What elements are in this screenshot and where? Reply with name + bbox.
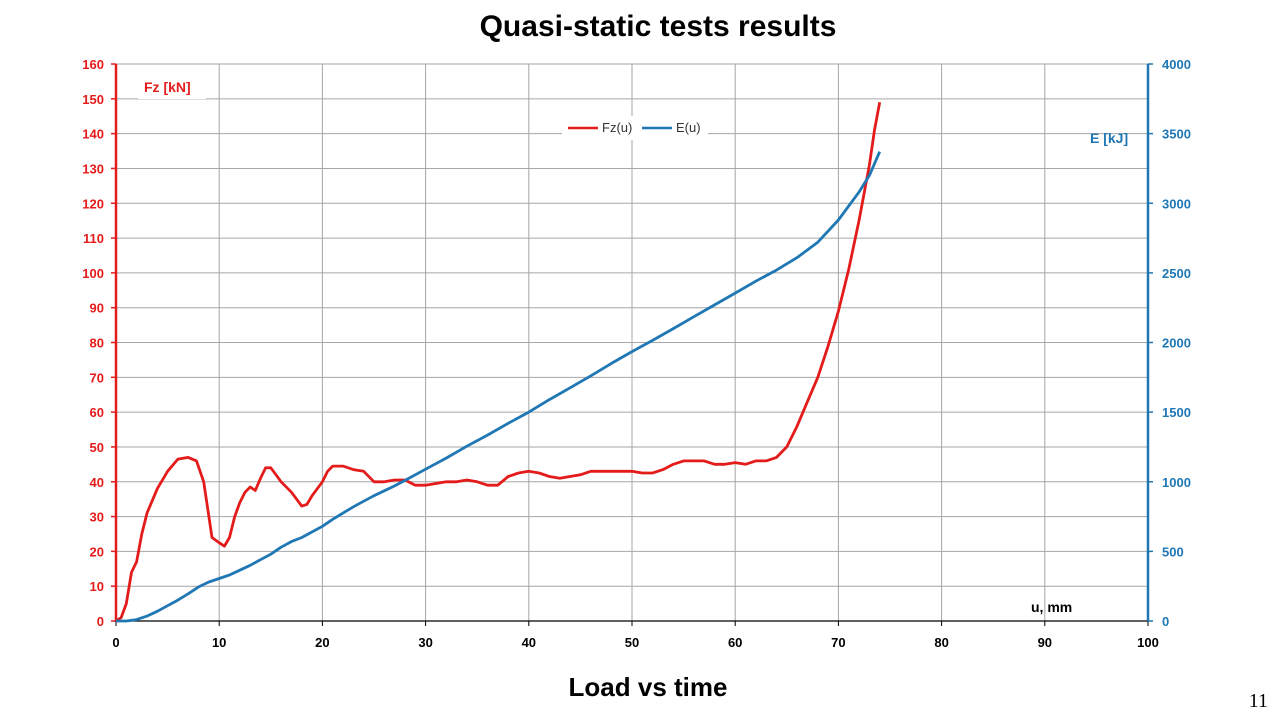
tick-label-x: 100 [1137, 635, 1159, 650]
tick-label-left: 70 [90, 370, 104, 385]
tick-label-left: 40 [90, 475, 104, 490]
legend-label-fz: Fz(u) [602, 120, 632, 135]
tick-label-left: 20 [90, 544, 104, 559]
grid [116, 63, 1148, 622]
slide-title: Quasi-static tests results [479, 10, 837, 43]
legend-label-e: E(u) [676, 120, 701, 135]
tick-label-left: 120 [82, 196, 104, 211]
tick-label-x: 0 [112, 635, 119, 650]
tick-label-x: 70 [831, 635, 845, 650]
tick-label-right: 3000 [1162, 196, 1191, 211]
tick-label-x: 40 [522, 635, 536, 650]
series-line-fz [115, 102, 882, 623]
tick-label-left: 90 [90, 301, 104, 316]
tick-label-right: 500 [1162, 544, 1184, 559]
page-number: 11 [1248, 690, 1268, 712]
tick-label-left: 30 [90, 510, 104, 525]
axis-labels: Fz [kN] E [kJ] u, mm [138, 73, 1128, 615]
tick-label-left: 150 [82, 92, 104, 107]
xlabel: u, mm [1031, 599, 1072, 615]
tick-label-x: 20 [315, 635, 329, 650]
tick-label-left: 50 [90, 440, 104, 455]
ylabel-left-bg [138, 73, 206, 99]
tick-label-left: 160 [82, 57, 104, 72]
legend: Fz(u) E(u) [562, 116, 708, 140]
tick-label-right: 1500 [1162, 405, 1191, 420]
tick-label-right: 0 [1162, 614, 1169, 629]
tick-label-right: 1000 [1162, 475, 1191, 490]
tick-label-right: 2500 [1162, 266, 1191, 281]
tick-label-left: 10 [90, 579, 104, 594]
tick-label-right: 4000 [1162, 57, 1191, 72]
tick-label-right: 2000 [1162, 336, 1191, 351]
tick-label-x: 10 [212, 635, 226, 650]
tick-label-left: 0 [97, 614, 104, 629]
ylabel-right: E [kJ] [1090, 130, 1128, 146]
tick-label-left: 140 [82, 127, 104, 142]
tick-label-left: 60 [90, 405, 104, 420]
chart-subtitle: Load vs time [568, 672, 728, 702]
series-layer [115, 102, 882, 623]
tick-label-x: 60 [728, 635, 742, 650]
tick-label-x: 30 [418, 635, 432, 650]
series-line-e [116, 151, 881, 623]
tick-label-left: 130 [82, 161, 104, 176]
ticks: 0102030405060708090100110120130140150160… [82, 57, 1191, 650]
ylabel-left: Fz [kN] [144, 79, 191, 95]
tick-label-right: 3500 [1162, 127, 1191, 142]
tick-label-left: 100 [82, 266, 104, 281]
tick-label-x: 50 [625, 635, 639, 650]
tick-label-x: 90 [1038, 635, 1052, 650]
tick-label-left: 110 [83, 231, 104, 246]
tick-label-left: 80 [90, 336, 104, 351]
tick-label-x: 80 [934, 635, 948, 650]
